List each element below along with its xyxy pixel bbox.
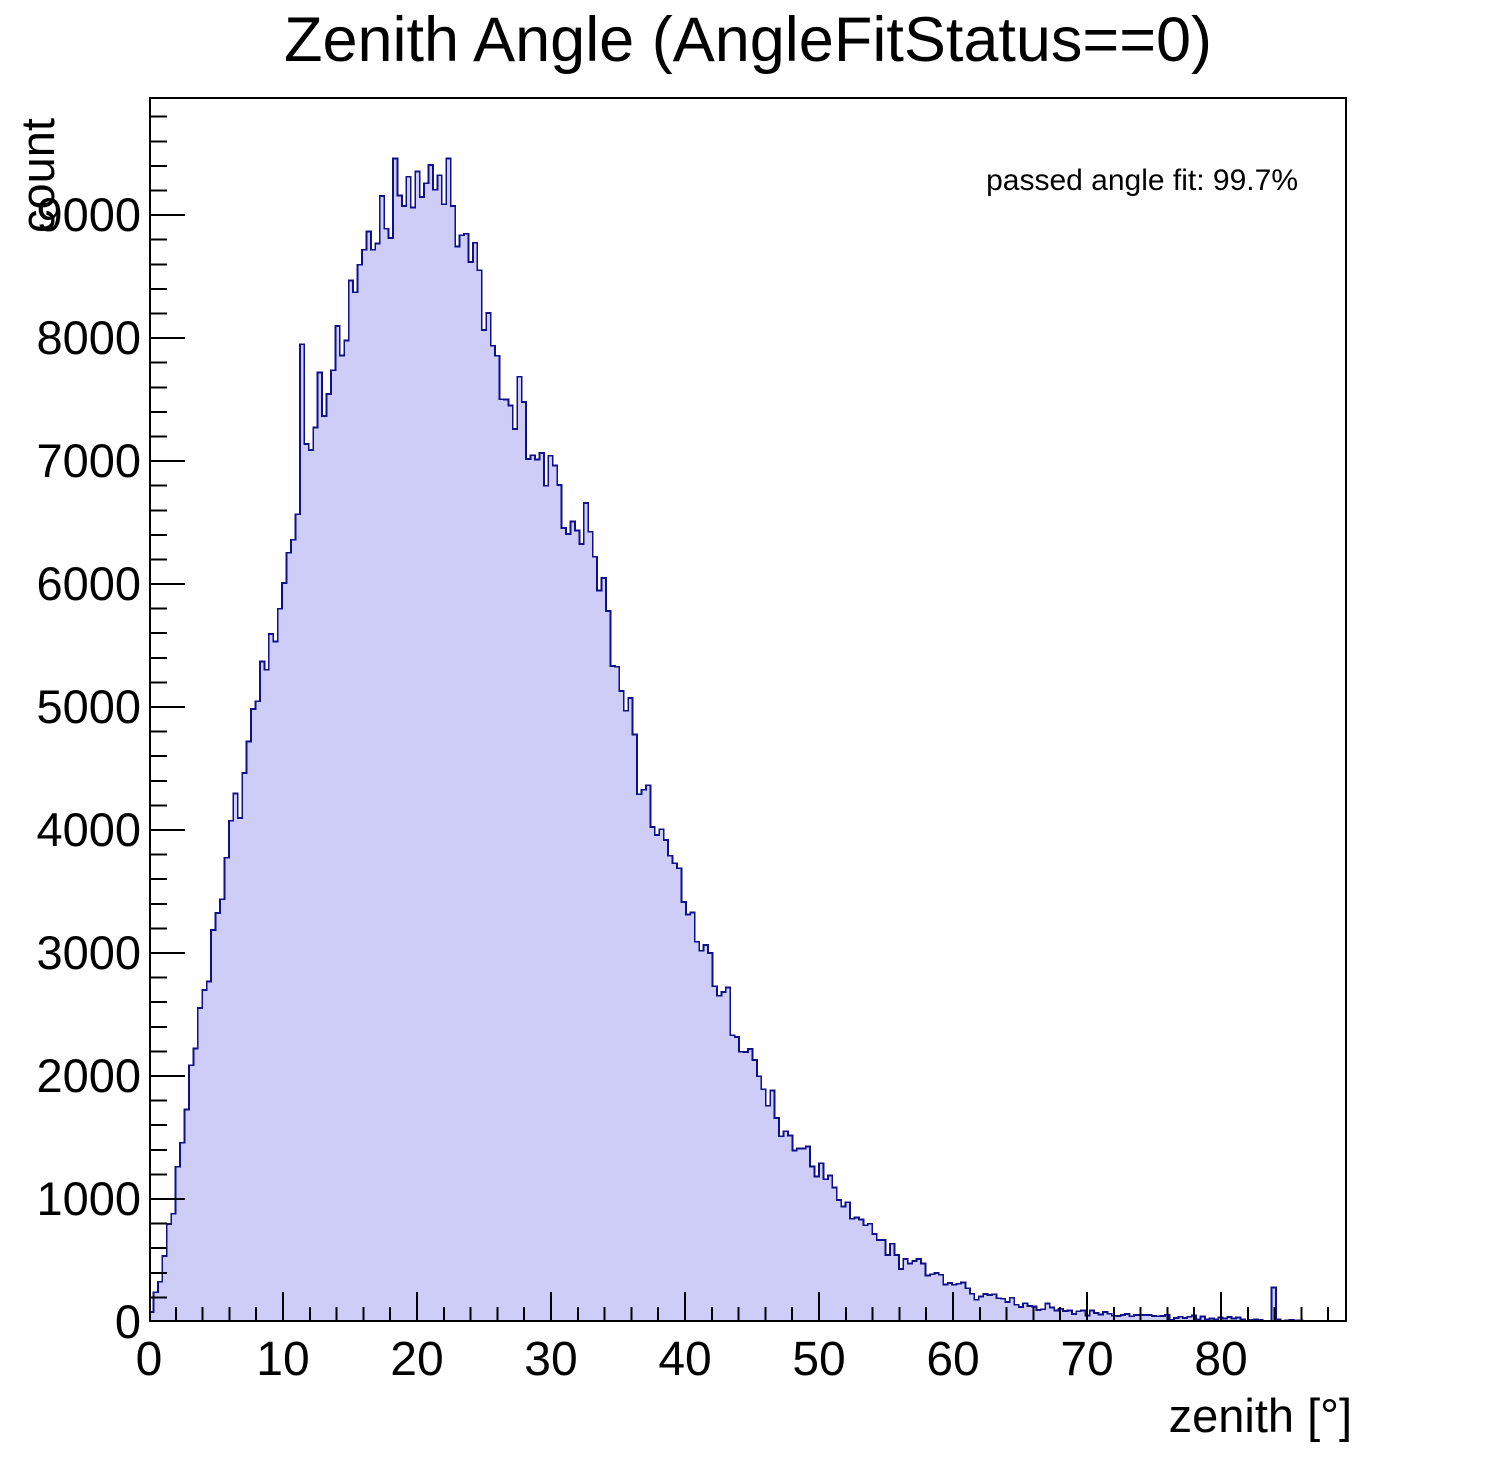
y-tick-label: 9000 (36, 188, 141, 242)
y-tick-label: 6000 (36, 557, 141, 611)
x-tick-label: 30 (524, 1333, 578, 1386)
plot-frame (149, 97, 1347, 1322)
plot-area (149, 97, 1347, 1322)
x-tick-label: 60 (926, 1333, 980, 1386)
y-tick-label: 8000 (36, 311, 141, 365)
y-tick-label: 5000 (36, 680, 141, 734)
x-axis-title: zenith [°] (1168, 1389, 1352, 1442)
y-tick-label: 3000 (36, 926, 141, 980)
x-tick-label: 0 (135, 1333, 163, 1386)
x-tick-label: 80 (1194, 1333, 1248, 1386)
passed-fit-annotation: passed angle fit: 99.7% (986, 164, 1298, 197)
y-tick-label: 1000 (36, 1172, 141, 1225)
x-tick-label: 10 (256, 1333, 310, 1386)
x-tick-label: 40 (658, 1333, 712, 1386)
histogram-bars (149, 157, 1347, 1322)
x-tick-label: 50 (792, 1333, 846, 1386)
y-tick-label: 2000 (36, 1049, 141, 1103)
x-tick-label: 20 (390, 1333, 444, 1386)
y-tick-label: 0 (114, 1295, 141, 1348)
y-tick-label: 4000 (36, 803, 141, 857)
x-tick-label: 70 (1060, 1333, 1114, 1386)
y-tick-label: 7000 (36, 434, 141, 488)
chart-title: Zenith Angle (AngleFitStatus==0) (283, 5, 1213, 75)
